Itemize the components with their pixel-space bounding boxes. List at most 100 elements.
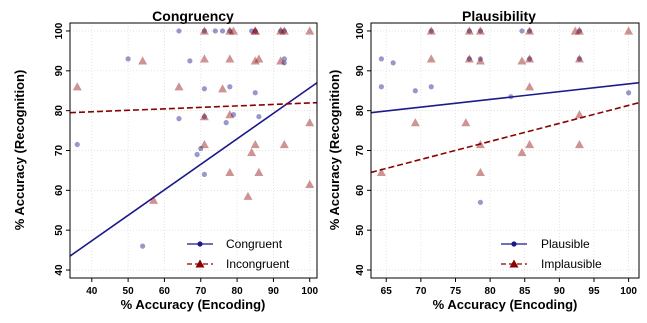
legend-label-implausible: Implausible (541, 257, 602, 271)
data-point-incongruent (254, 167, 264, 177)
data-point-congruent (223, 120, 229, 126)
data-point-implausible (525, 54, 535, 63)
x-axis-ticks: 40 50 60 70 80 90 100 (86, 278, 319, 297)
y-tick-label: 90 (54, 65, 65, 77)
data-point-incongruent (225, 26, 235, 35)
data-point-plausible (466, 56, 472, 62)
legend: Plausible Implausible (501, 237, 602, 271)
data-point-implausible (475, 26, 485, 35)
data-point-plausible (519, 28, 525, 34)
x-tick-label: 90 (268, 286, 280, 297)
panel-plausibility: Plausibility 65 70 75 80 85 90 95 100 40 50 60 70 8… (327, 8, 640, 312)
data-point-implausible (426, 54, 436, 63)
legend-marker-implausible (509, 259, 519, 268)
y-axis-label: % Accuracy (Recognition) (12, 70, 27, 231)
data-point-implausible (525, 82, 535, 91)
y-tick-label: 60 (54, 184, 65, 196)
data-point-congruent (140, 243, 146, 249)
fit-line-implausible (370, 101, 640, 174)
data-point-implausible (426, 26, 436, 35)
data-point-incongruent (138, 56, 148, 65)
data-point-implausible (574, 110, 584, 119)
data-point-plausible (576, 28, 583, 34)
data-point-incongruent (279, 140, 289, 149)
data-point-incongruent (250, 26, 260, 35)
x-tick-label: 70 (415, 286, 427, 297)
data-point-implausible (570, 26, 580, 35)
y-tick-label: 70 (54, 145, 65, 157)
data-point-congruent (256, 114, 262, 120)
data-point-congruent (201, 86, 207, 92)
legend-label-plausible: Plausible (541, 237, 590, 251)
data-point-incongruent (243, 191, 253, 200)
data-point-implausible (517, 56, 527, 65)
x-tick-label: 65 (381, 286, 393, 297)
data-point-incongruent (218, 84, 228, 93)
y-tick-label: 100 (355, 22, 366, 39)
data-point-incongruent (276, 26, 286, 35)
data-point-incongruent (228, 26, 238, 35)
y-tick-label: 40 (54, 264, 65, 276)
data-point-plausible (378, 84, 384, 90)
data-point-implausible (464, 26, 474, 35)
data-point-incongruent (199, 26, 209, 35)
grid (371, 23, 639, 278)
x-tick-label: 50 (123, 286, 135, 297)
data-point-incongruent (149, 195, 159, 204)
panel-congruency: Congruency 40 50 60 70 80 90 100 40 50 60 70 80 90 1… (12, 8, 319, 312)
data-point-incongruent (225, 110, 235, 119)
data-point-plausible (477, 56, 484, 62)
data-point-congruent (201, 114, 207, 120)
data-point-plausible (508, 94, 514, 100)
data-point-plausible (526, 28, 533, 34)
y-tick-label: 70 (355, 145, 366, 157)
data-point-plausible (477, 28, 484, 34)
x-tick-label: 60 (159, 286, 171, 297)
data-point-congruent (187, 58, 193, 64)
data-point-plausible (378, 56, 384, 62)
legend-marker-plausible (511, 241, 517, 247)
plot-frame (370, 22, 640, 279)
data-point-congruent (278, 28, 284, 34)
y-tick-label: 40 (355, 264, 366, 276)
x-tick-label: 100 (301, 286, 318, 297)
data-point-implausible (525, 26, 535, 35)
data-point-congruent (281, 60, 287, 66)
data-point-congruent (249, 28, 255, 34)
data-point-plausible (428, 84, 434, 90)
data-point-incongruent (199, 54, 209, 63)
data-point-implausible (525, 140, 535, 149)
data-point-implausible (475, 167, 485, 177)
y-axis-label: % Accuracy (Recognition) (327, 70, 342, 231)
legend-label-congruent: Congruent (226, 237, 283, 251)
data-points (72, 26, 315, 249)
data-point-plausible (576, 56, 583, 62)
legend: Congruent Incongruent (187, 237, 290, 271)
x-axis-label: % Accuracy (Encoding) (121, 297, 266, 312)
data-point-plausible (390, 60, 396, 66)
data-point-implausible (574, 140, 584, 149)
x-tick-label: 40 (86, 286, 98, 297)
chart-title-plausibility: Plausibility (462, 8, 536, 24)
data-point-implausible (475, 56, 485, 65)
data-point-congruent (176, 116, 182, 122)
y-tick-label: 50 (355, 224, 366, 236)
data-point-incongruent (250, 140, 260, 149)
fit-lines (69, 82, 318, 257)
x-tick-label: 80 (232, 286, 244, 297)
legend-marker-incongruent (195, 259, 205, 268)
data-point-implausible (475, 140, 485, 149)
data-point-congruent (219, 28, 226, 34)
data-point-plausible (412, 88, 418, 94)
data-point-implausible (461, 118, 471, 127)
x-tick-label: 70 (195, 286, 207, 297)
data-point-congruent (230, 112, 237, 118)
data-point-incongruent (305, 118, 315, 127)
data-point-congruent (227, 84, 233, 90)
data-point-incongruent (250, 26, 260, 35)
x-tick-label: 90 (554, 286, 566, 297)
data-points (376, 26, 634, 205)
data-point-incongruent (199, 112, 209, 121)
data-point-congruent (252, 28, 258, 34)
data-point-implausible (574, 54, 584, 63)
